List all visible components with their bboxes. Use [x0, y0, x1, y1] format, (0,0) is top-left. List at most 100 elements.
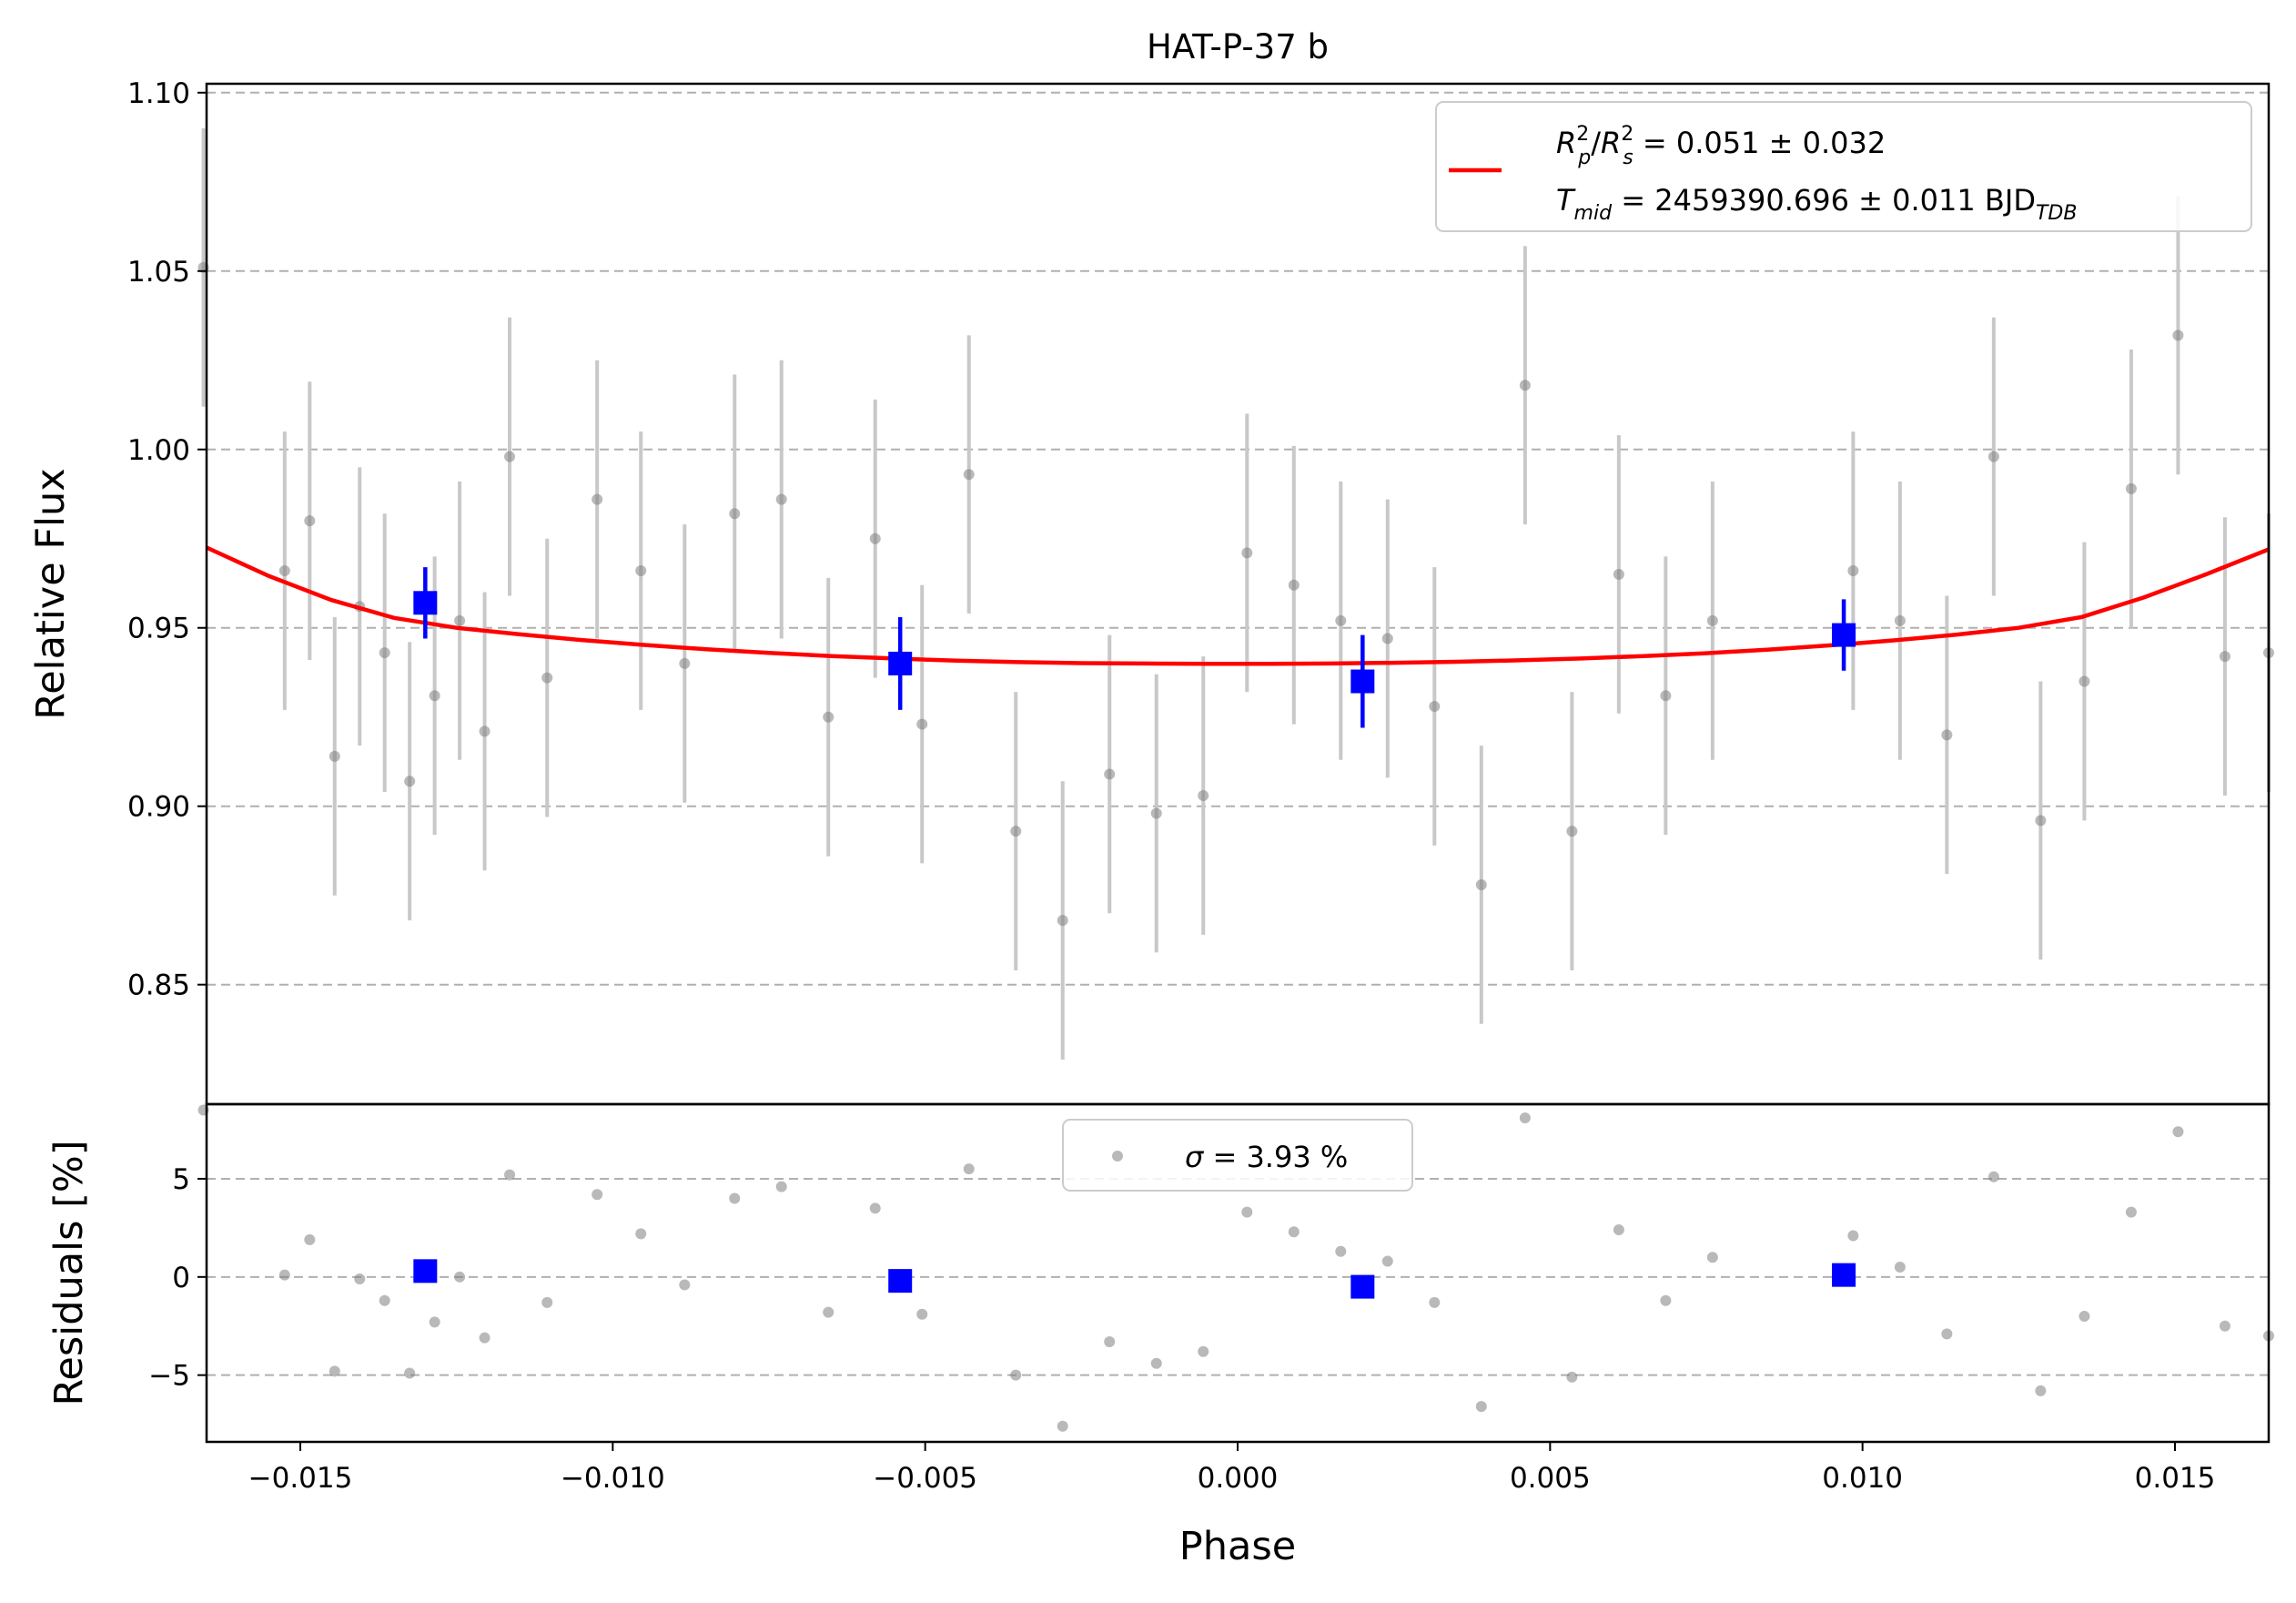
residual-raw-point	[1010, 1369, 1022, 1381]
residual-raw-point	[1381, 1255, 1393, 1267]
flux-raw-point	[1104, 768, 1116, 780]
legend-sub-p: p	[1577, 147, 1591, 169]
flux-raw-point	[2172, 330, 2184, 341]
residual-raw-point	[775, 1181, 787, 1192]
flux-y-ticks: 0.85 0.90 0.95 1.00 1.05 1.10	[127, 77, 207, 1002]
residual-raw-point	[1847, 1230, 1859, 1242]
flux-raw-point	[1847, 565, 1859, 577]
flux-raw-point	[1613, 568, 1624, 580]
flux-raw-point	[2219, 651, 2230, 663]
flux-raw-point	[304, 515, 316, 527]
residual-raw-point	[379, 1294, 390, 1306]
residual-raw-point	[1241, 1206, 1253, 1218]
residuals-y-tick-label: −5	[148, 1360, 190, 1393]
residual-binned-point	[413, 1259, 438, 1283]
residuals-y-ticks: −5 0 5	[148, 1163, 207, 1393]
flux-raw-point	[504, 451, 516, 462]
flux-y-tick-label: 0.90	[127, 791, 190, 824]
residual-raw-point	[916, 1308, 928, 1320]
x-tick-label: −0.015	[248, 1462, 353, 1495]
residual-raw-point	[354, 1273, 366, 1284]
legend-tmid-value: = 2459390.696 ± 0.011 BJD	[1612, 183, 2036, 218]
residual-raw-point	[963, 1163, 975, 1175]
flux-raw-point	[916, 718, 928, 730]
residuals-panel: −5 0 5 Residuals [%] σ = 3.93 %	[46, 1102, 2274, 1444]
flux-raw-point	[278, 565, 290, 577]
flux-raw-point	[2079, 675, 2090, 687]
chart-title: HAT-P-37 b	[1147, 27, 1329, 66]
residual-raw-point	[635, 1228, 647, 1240]
x-tick-label: 0.010	[1822, 1462, 1903, 1495]
flux-raw-point	[541, 672, 553, 684]
x-tick-label: −0.005	[873, 1462, 977, 1495]
x-axis-ticks: −0.015 −0.010 −0.005 0.000 0.005 0.010 0.015	[248, 1442, 2216, 1495]
flux-legend-line2: Tmid = 2459390.696 ± 0.011 BJDTDB	[1556, 183, 2077, 225]
residual-raw-point	[1706, 1252, 1718, 1263]
residuals-y-tick-label: 0	[172, 1262, 190, 1294]
flux-raw-point	[592, 493, 603, 505]
legend-sub-mid: mid	[1574, 202, 1613, 225]
flux-raw-point	[1660, 690, 1672, 702]
flux-y-tick-label: 1.10	[127, 77, 190, 110]
residual-raw-point	[504, 1169, 516, 1181]
flux-binned-point	[1832, 623, 1856, 647]
residual-raw-point	[1519, 1112, 1531, 1124]
flux-y-axis-label: Relative Flux	[28, 468, 74, 719]
flux-raw-point	[1429, 700, 1441, 712]
flux-raw-point	[963, 469, 975, 481]
residual-raw-point	[2125, 1206, 2137, 1218]
residual-raw-point	[823, 1306, 834, 1318]
flux-raw-points	[197, 261, 2274, 927]
residual-raw-point	[1288, 1226, 1300, 1238]
legend-sub-s: s	[1623, 147, 1633, 169]
residuals-binned-points	[413, 1259, 1856, 1299]
residual-raw-point	[869, 1202, 881, 1214]
flux-raw-point	[1706, 614, 1718, 626]
residuals-legend-text: σ = 3.93 %	[1185, 1140, 1348, 1174]
residual-raw-point	[1894, 1262, 1906, 1273]
residual-raw-point	[1660, 1294, 1672, 1306]
residual-raw-point	[679, 1279, 691, 1291]
flux-raw-point	[379, 647, 390, 659]
residual-raw-point	[1988, 1171, 1999, 1182]
residual-binned-point	[1350, 1274, 1375, 1299]
legend-slash: /	[1591, 126, 1601, 160]
legend-t-symbol: T	[1556, 183, 1576, 218]
flux-y-tick-label: 1.05	[127, 256, 190, 289]
residual-raw-point	[1475, 1401, 1487, 1413]
residual-raw-point	[304, 1233, 316, 1245]
residual-raw-point	[2219, 1320, 2230, 1332]
flux-raw-point	[1335, 614, 1347, 626]
residual-raw-point	[541, 1296, 553, 1308]
flux-raw-point	[1057, 915, 1068, 927]
residual-raw-point	[1335, 1245, 1347, 1257]
residuals-legend-box	[1062, 1119, 1413, 1192]
residual-raw-point	[479, 1332, 491, 1344]
flux-binned-point	[413, 591, 438, 615]
flux-raw-point	[1519, 380, 1531, 391]
flux-binned-point	[888, 651, 913, 675]
x-tick-label: 0.015	[2135, 1462, 2216, 1495]
legend-depth-value: = 0.051 ± 0.032	[1633, 126, 1886, 160]
flux-raw-point	[429, 690, 440, 702]
residual-raw-point	[278, 1269, 290, 1281]
flux-raw-point	[1010, 826, 1022, 837]
residual-raw-point	[1057, 1420, 1068, 1432]
flux-legend: R2 p/R2 s = 0.051 ± 0.032 Tmid = 2459390.6…	[1435, 101, 2252, 232]
flux-raw-point	[1475, 878, 1487, 890]
flux-legend-line1: R2 p/R2 s = 0.051 ± 0.032	[1556, 123, 1886, 169]
flux-raw-point	[1566, 826, 1578, 837]
residual-raw-point	[1429, 1296, 1441, 1308]
residual-raw-point	[1198, 1345, 1209, 1357]
flux-raw-point	[1241, 547, 1253, 559]
residuals-legend-marker	[1112, 1151, 1123, 1162]
residual-raw-point	[729, 1192, 741, 1204]
residuals-raw-points	[197, 1104, 2274, 1432]
flux-y-tick-label: 0.85	[127, 969, 190, 1002]
residual-binned-point	[1832, 1263, 1856, 1287]
residual-raw-point	[2172, 1126, 2184, 1138]
residuals-y-tick-label: 5	[172, 1163, 190, 1196]
flux-raw-point	[1198, 789, 1209, 801]
